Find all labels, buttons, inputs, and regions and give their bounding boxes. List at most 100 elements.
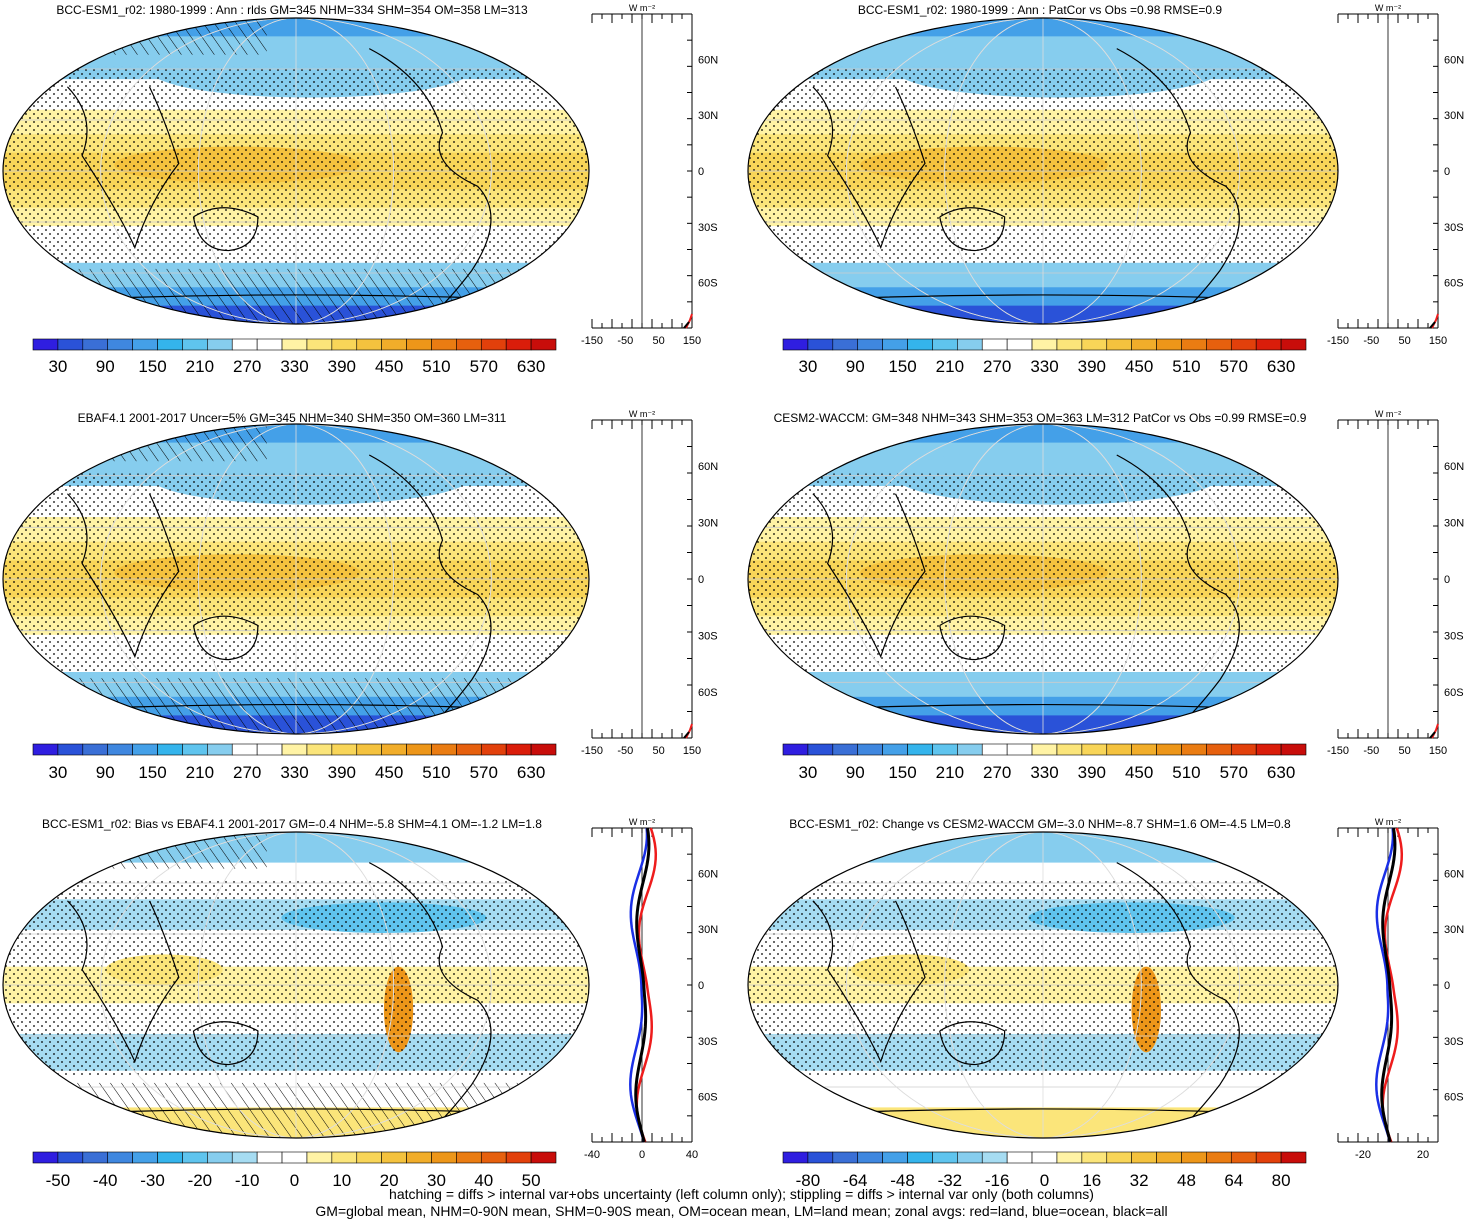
latitude-label: 60N — [1444, 54, 1464, 66]
colorbar-label: 270 — [233, 763, 261, 782]
colorbar-label: 30 — [48, 763, 67, 782]
map — [748, 18, 1338, 324]
graticule-lon — [944, 18, 1142, 324]
graticule-lon — [197, 832, 395, 1138]
colorbar-swatch — [1056, 743, 1083, 756]
colorbar-swatch — [480, 338, 507, 351]
colorbar-swatch — [256, 743, 283, 756]
panel-2: BCC-ESM1_r02: 1980-1999 : Ann : PatCor v… — [747, 3, 1464, 376]
colorbar-swatch — [431, 1151, 457, 1164]
graticule-lon — [197, 18, 395, 324]
latitude-label: 60S — [1444, 1092, 1464, 1104]
graticule-lon — [944, 832, 1142, 1138]
latitude-label: 60N — [698, 461, 718, 473]
latitude-label: 0 — [1444, 574, 1450, 586]
colorbar-label: 16 — [1082, 1171, 1101, 1190]
zonal-xtick-label: 50 — [653, 335, 665, 347]
colorbar-label: 510 — [422, 357, 450, 376]
zonal-xtick-label: -40 — [584, 1149, 600, 1161]
colorbar-label: 210 — [186, 763, 214, 782]
latitude-label: 30N — [1444, 110, 1464, 122]
colorbar-swatch — [782, 1151, 809, 1164]
colorbar-swatch — [957, 1151, 983, 1164]
map — [3, 18, 589, 324]
map-border — [2, 831, 590, 1139]
colorbar-label: -32 — [938, 1171, 963, 1190]
colorbar-swatch — [256, 1151, 283, 1164]
colorbar-label: 330 — [280, 763, 308, 782]
colorbar-swatch — [1230, 1151, 1257, 1164]
zonal-xtick-label: 50 — [1399, 745, 1411, 757]
colorbar-swatch — [981, 1151, 1008, 1164]
zonal-xtick-label: -150 — [581, 335, 603, 347]
coastline — [1116, 862, 1240, 1131]
latitude-label: 30S — [698, 222, 718, 234]
panel-title: BCC-ESM1_r02: 1980-1999 : Ann : PatCor v… — [858, 3, 1223, 17]
colorbar-label: 30 — [798, 763, 817, 782]
zonal-xtick-label: -50 — [1363, 745, 1379, 757]
colorbar-label: -20 — [188, 1171, 213, 1190]
colorbar-swatch — [57, 1151, 84, 1164]
colorbar-swatch — [406, 338, 432, 351]
latitude-label: 60N — [1444, 461, 1464, 473]
colorbar-label: 40 — [474, 1171, 493, 1190]
colorbar-swatch — [431, 743, 457, 756]
colorbar: 30 90 150 210 270 330 390 450 510 570 630 — [782, 743, 1307, 782]
zonal-xtick-label: -50 — [617, 745, 633, 757]
colorbar-swatch — [256, 338, 283, 351]
colorbar-swatch — [782, 338, 809, 351]
colorbar-label: 450 — [1125, 763, 1153, 782]
colorbar-swatch — [1255, 1151, 1282, 1164]
colorbar-swatch — [157, 1151, 183, 1164]
panel-title: EBAF4.1 2001-2017 Uncer=5% GM=345 NHM=34… — [78, 411, 507, 425]
map — [3, 424, 589, 734]
colorbar-swatch — [207, 743, 233, 756]
colorbar-label: -48 — [890, 1171, 915, 1190]
map — [3, 832, 589, 1138]
latitude-label: 0 — [698, 980, 704, 992]
latitude-label: 60N — [698, 868, 718, 880]
graticule-lon — [100, 424, 492, 734]
colorbar-swatch — [231, 338, 258, 351]
latitude-label: 30S — [1444, 222, 1464, 234]
colorbar-swatch — [356, 338, 382, 351]
colorbar-swatch — [281, 338, 308, 351]
colorbar-label: 630 — [1267, 763, 1295, 782]
colorbar-swatch — [306, 1151, 333, 1164]
colorbar-label: 90 — [846, 357, 865, 376]
latitude-label: 60S — [698, 278, 718, 290]
colorbar-label: 510 — [1172, 357, 1200, 376]
zonal-unit: W m⁻² — [1375, 3, 1401, 13]
coastline — [939, 1021, 1006, 1066]
colorbar-swatch — [807, 338, 834, 351]
colorbar-label: 150 — [888, 357, 916, 376]
colorbar-swatch — [1006, 338, 1033, 351]
colorbar-swatch — [406, 743, 432, 756]
zonal-curve-land — [635, 827, 658, 1143]
colorbar-label: 50 — [522, 1171, 541, 1190]
colorbar-label: 48 — [1177, 1171, 1196, 1190]
colorbar-swatch — [132, 1151, 158, 1164]
colorbar-label: 0 — [1040, 1171, 1049, 1190]
colorbar-swatch — [1131, 743, 1157, 756]
colorbar-label: 330 — [280, 357, 308, 376]
colorbar-swatch — [32, 338, 59, 351]
coastline — [192, 207, 259, 252]
colorbar-swatch — [1206, 1151, 1232, 1164]
colorbar-swatch — [480, 743, 507, 756]
colorbar-swatch — [505, 338, 532, 351]
colorbar-swatch — [1156, 1151, 1182, 1164]
coastline — [368, 454, 492, 727]
colorbar-swatch — [1056, 1151, 1083, 1164]
coastline — [368, 48, 492, 317]
zonal-xtick-label: 0 — [639, 1149, 645, 1161]
colorbar-label: 150 — [138, 763, 166, 782]
colorbar-swatch — [505, 1151, 532, 1164]
colorbar-swatch — [480, 1151, 507, 1164]
colorbar-label: 10 — [332, 1171, 351, 1190]
zonal-mean-panel: W m⁻² -150 -50 50 150 60N 30N 0 30S 60S — [1327, 3, 1464, 347]
colorbar-label: 20 — [380, 1171, 399, 1190]
colorbar: -50 -40 -30 -20 -10 0 10 20 30 40 50 — [32, 1151, 557, 1190]
colorbar: 30 90 150 210 270 330 390 450 510 570 630 — [32, 338, 557, 376]
